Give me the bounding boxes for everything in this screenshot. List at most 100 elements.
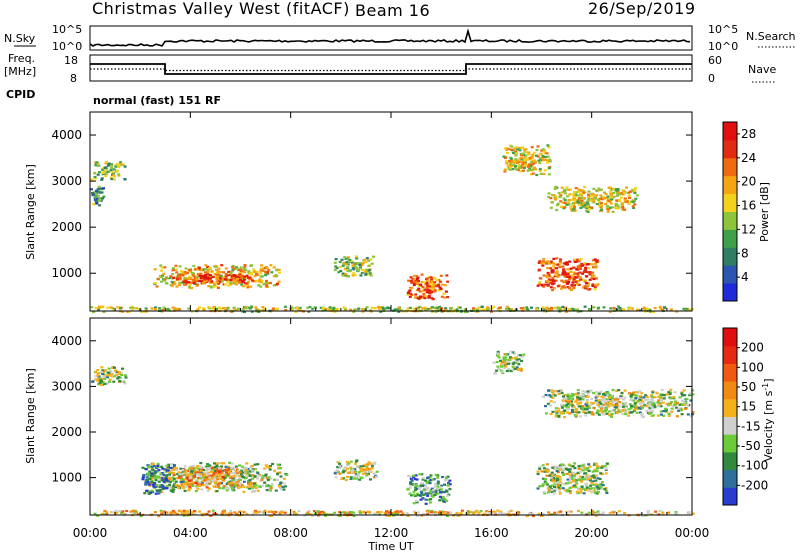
nave-trace <box>90 68 692 72</box>
noise-left-tick-top: 10^5 <box>52 23 82 36</box>
time-tick-label: 16:00 <box>474 526 509 540</box>
time-tick-label: 00:00 <box>675 526 710 540</box>
power-colorbar-tick: 16 <box>741 199 756 213</box>
noise-right-tick-top: 10^5 <box>708 23 738 36</box>
velocity-colorbar-tick: 50 <box>741 380 756 394</box>
velocity-colorbar-swatch <box>723 398 737 417</box>
beam-title: Beam 16 <box>355 1 430 20</box>
velocity-region <box>333 459 379 482</box>
date-title: 26/Sep/2019 <box>588 0 696 18</box>
velocity-colorbar-tick: -200 <box>741 478 768 492</box>
time-axis: 00:00 04:00 08:00 12:00 16:00 20:00 00:00 <box>73 526 710 540</box>
power-region <box>536 257 600 292</box>
noise-left-tick-bottom: 10^0 <box>52 40 82 53</box>
power-ylabel: Slant Range [km] <box>24 164 37 260</box>
velocity-colorbar-swatch <box>723 451 737 471</box>
freq-tick-bottom: 8 <box>70 72 77 85</box>
time-tick-label: 04:00 <box>173 526 208 540</box>
nave-tick-top: 60 <box>708 54 722 67</box>
velocity-region <box>171 466 243 489</box>
power-region <box>333 255 375 278</box>
power-region <box>90 185 106 207</box>
noise-panel: N.Sky 10^5 10^0 10^5 10^0 N.Search <box>4 23 796 53</box>
frequency-trace <box>90 63 692 75</box>
power-ytick-label: 2000 <box>51 220 82 234</box>
velocity-ytick-label: 3000 <box>51 379 82 393</box>
power-region <box>175 273 262 285</box>
power-region <box>406 273 450 301</box>
velocity-heatmap <box>91 350 695 518</box>
time-tick-label: 00:00 <box>73 526 108 540</box>
velocity-region <box>406 473 452 505</box>
power-region <box>90 161 127 181</box>
velocity-colorbar-tick: -15 <box>741 419 761 433</box>
velocity-region <box>93 509 695 518</box>
velocity-region <box>492 350 526 375</box>
noise-right-label: N.Search <box>746 30 796 43</box>
power-panel: 1000 2000 3000 4000 Slant Range [km] 4 8 12 16… <box>24 111 771 314</box>
velocity-colorbar-tick: 15 <box>741 400 756 414</box>
station-title: Christmas Valley West (fitACF) <box>92 0 350 18</box>
velocity-region <box>536 462 610 495</box>
power-region <box>502 144 552 177</box>
velocity-ytick-label: 1000 <box>51 471 82 485</box>
power-heatmap <box>90 144 694 314</box>
velocity-region <box>541 388 695 419</box>
velocity-colorbar-label: Velocity [m s-1] <box>761 378 775 461</box>
velocity-region <box>91 366 128 387</box>
power-colorbar-tick: 24 <box>741 151 756 165</box>
power-region <box>90 305 694 314</box>
velocity-colorbar-tick: -50 <box>741 439 761 453</box>
power-colorbar-swatch <box>723 193 737 212</box>
velocity-colorbar: 200 100 50 15 -15 -50 -100 -200 <box>722 327 768 506</box>
velocity-colorbar-swatch <box>723 434 737 453</box>
velocity-colorbar-swatch <box>723 345 737 364</box>
velocity-axes: 1000 2000 3000 4000 <box>51 318 693 515</box>
noise-sky-trace <box>89 28 691 47</box>
power-colorbar-tick: 12 <box>741 222 756 236</box>
frequency-panel: Freq. [MHz] 18 8 60 0 Nave <box>4 52 776 85</box>
time-tick-label: 12:00 <box>374 526 409 540</box>
velocity-ylabel: Slant Range [km] <box>24 368 37 464</box>
nave-label: Nave <box>748 63 776 76</box>
power-axes: 1000 2000 3000 4000 <box>51 112 693 311</box>
velocity-panel: 1000 2000 3000 4000 Slant Range [km] 200 100… <box>24 317 775 518</box>
power-colorbar-swatch <box>723 265 737 284</box>
cpid-text: normal (fast) 151 RF <box>93 94 221 107</box>
power-ytick-label: 4000 <box>51 128 82 142</box>
freq-tick-top: 18 <box>64 54 78 67</box>
power-colorbar-swatch <box>723 157 737 177</box>
power-colorbar-tick: 8 <box>741 246 749 260</box>
cpid-panel: CPID normal (fast) 151 RF <box>6 88 221 107</box>
velocity-colorbar-swatch <box>723 416 737 435</box>
freq-label: Freq. <box>8 52 35 65</box>
power-colorbar-swatch <box>723 139 737 159</box>
velocity-colorbar-tick: 100 <box>741 360 764 374</box>
power-colorbar-tick: 20 <box>741 175 756 189</box>
noise-left-label: N.Sky <box>4 32 36 45</box>
power-colorbar-swatch <box>723 283 737 302</box>
noise-right-tick-bottom: 10^0 <box>708 40 738 53</box>
velocity-colorbar-swatch <box>723 487 737 506</box>
power-ytick-label: 3000 <box>51 174 82 188</box>
time-tick-label: 08:00 <box>273 526 308 540</box>
power-colorbar-swatch <box>723 247 737 266</box>
power-colorbar-swatch <box>723 211 737 230</box>
power-colorbar: 4 8 12 16 20 24 28 <box>722 121 756 302</box>
velocity-ytick-label: 2000 <box>51 425 82 439</box>
nave-tick-bottom: 0 <box>708 72 715 85</box>
velocity-colorbar-swatch <box>723 328 737 347</box>
velocity-colorbar-tick: -100 <box>741 459 768 473</box>
power-colorbar-swatch <box>723 175 737 195</box>
time-tick-label: 20:00 <box>574 526 609 540</box>
velocity-ytick-label: 4000 <box>51 334 82 348</box>
power-ytick-label: 1000 <box>51 266 82 280</box>
power-region <box>547 185 639 213</box>
power-colorbar-tick: 28 <box>741 127 756 141</box>
freq-unit-label: [MHz] <box>4 65 36 78</box>
time-axis-label: Time UT <box>367 540 413 553</box>
power-colorbar-swatch <box>723 229 737 248</box>
velocity-colorbar-swatch <box>723 469 737 488</box>
power-colorbar-label: Power [dB] <box>758 182 771 242</box>
